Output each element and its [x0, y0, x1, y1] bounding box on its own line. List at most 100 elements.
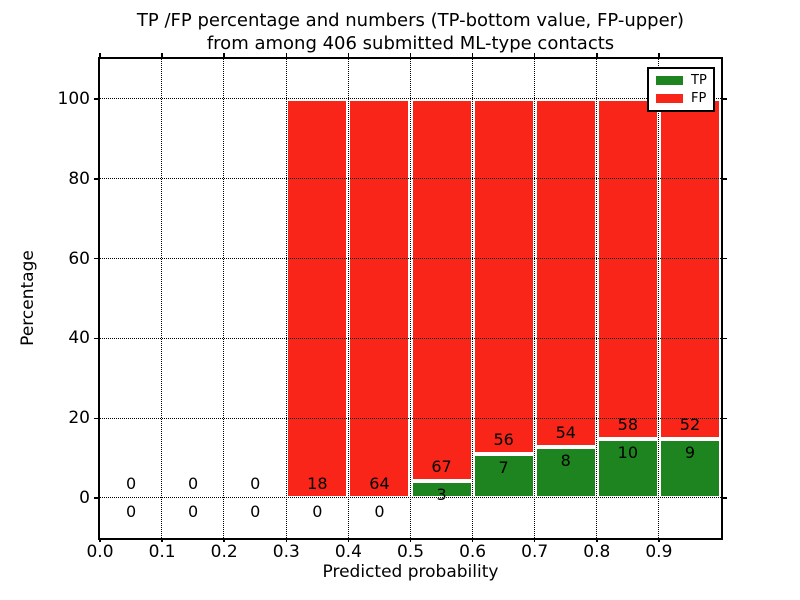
x-tick-mark: [347, 538, 350, 542]
bar-segment-fp: [658, 98, 721, 440]
y-axis-label: Percentage: [18, 250, 38, 346]
gridline-y: [100, 178, 721, 179]
bar-segment-tp: [472, 453, 535, 499]
bar-value-label-fp: 0: [188, 474, 199, 494]
bar-value-label-tp: 7: [498, 457, 509, 477]
bar-segment-tp: [534, 446, 597, 499]
bar-segment-fp: [410, 98, 473, 481]
x-tick-mark: [596, 538, 598, 542]
y-tick-label: 40: [68, 328, 90, 349]
x-tick-mark: [223, 538, 225, 542]
tp-color-swatch: [656, 76, 683, 85]
bar-value-label-fp: 67: [431, 456, 452, 476]
legend-label-tp: TP: [691, 73, 707, 88]
x-tick-label: 0.4: [334, 542, 362, 562]
bar-segment-fp: [472, 98, 535, 454]
x-tick-mark: [471, 538, 474, 542]
x-tick-label: 0.3: [272, 542, 300, 562]
x-tick-mark-top: [347, 53, 350, 57]
x-tick-label: 0.1: [148, 542, 176, 562]
plot-area: TP FP 0.0 0.1 0.2 0.3 0.4 0.5 0.6 0.7 0.8 0.9 0 20 4…: [58, 53, 727, 562]
gridline-x: [658, 59, 660, 538]
x-tick-label: 0.8: [583, 542, 611, 562]
y-tick-label: 100: [57, 88, 90, 109]
bar-segment-fp: [534, 98, 597, 447]
gridline-x: [409, 59, 411, 538]
y-tick-mark: [94, 497, 98, 499]
y-tick-mark: [94, 178, 98, 180]
x-tick-label: 0.6: [459, 542, 487, 562]
x-tick-mark-top: [99, 53, 101, 57]
x-tick-label: 0.9: [645, 542, 673, 562]
gridline-y: [100, 98, 721, 100]
y-tick-mark-right: [723, 417, 727, 419]
bar-value-label-fp: 52: [679, 415, 701, 435]
bar-value-label-fp: 64: [369, 474, 390, 494]
y-tick-label: 60: [68, 248, 90, 269]
x-tick-mark-top: [658, 53, 660, 57]
x-tick-mark: [285, 538, 288, 542]
x-tick-mark: [409, 538, 412, 542]
gridline-x: [596, 59, 598, 538]
bar-value-label-tp: 0: [250, 502, 261, 522]
x-tick-mark-top: [161, 53, 163, 57]
x-tick-label: 0.2: [210, 542, 238, 562]
y-tick-mark-right: [723, 178, 727, 180]
bar-value-label-fp: 0: [250, 474, 261, 494]
legend-item-tp: TP: [656, 73, 707, 88]
legend: TP FP: [647, 67, 715, 112]
y-tick-mark-right: [723, 497, 727, 499]
bar-segment-tp: [596, 439, 659, 499]
bar-value-label-tp: 0: [125, 502, 137, 522]
y-tick-mark-right: [723, 98, 727, 100]
bar-value-label-fp: 54: [555, 422, 576, 442]
chart-title: TP /FP percentage and numbers (TP-bottom…: [98, 9, 723, 55]
bar-segment-tp: [658, 439, 721, 499]
y-tick-mark: [94, 257, 98, 260]
gridline-x: [161, 59, 163, 538]
bar-segment-fp: [348, 98, 411, 499]
x-tick-mark: [99, 538, 101, 542]
x-axis-label: Predicted probability: [322, 562, 499, 582]
bar-value-label-tp: 0: [374, 502, 385, 522]
chart-title-line1: TP /FP percentage and numbers (TP-bottom…: [136, 10, 685, 31]
gridline-y: [100, 257, 721, 259]
x-tick-mark-top: [596, 53, 598, 57]
x-tick-mark-top: [471, 53, 474, 57]
y-tick-label: 0: [79, 488, 90, 509]
x-tick-label: 0.5: [396, 542, 425, 562]
x-tick-label: 0.0: [86, 542, 114, 562]
x-tick-mark-top: [533, 53, 536, 57]
y-tick-mark-right: [723, 257, 727, 260]
bar-value-label-tp: 0: [312, 502, 323, 522]
y-tick-label: 20: [68, 408, 90, 429]
gridline-x: [223, 59, 225, 538]
legend-label-fp: FP: [691, 91, 707, 106]
bar-value-label-fp: 18: [307, 474, 328, 494]
x-tick-mark: [533, 538, 536, 542]
legend-item-fp: FP: [656, 92, 706, 105]
bar-value-label-fp: 56: [493, 429, 514, 449]
gridline-x: [285, 59, 287, 538]
bar-segment-fp: [286, 98, 349, 499]
gridline-y: [100, 337, 721, 339]
x-tick-mark: [658, 538, 660, 542]
bar-value-label-fp: 0: [125, 474, 137, 494]
x-tick-mark-top: [223, 53, 225, 57]
bar-value-label-tp: 3: [436, 484, 447, 504]
bar-value-label-fp: 58: [617, 415, 639, 435]
gridline-y: [100, 417, 721, 419]
y-tick-mark: [94, 337, 98, 340]
y-tick-mark: [94, 417, 98, 419]
x-tick-mark-top: [409, 53, 412, 57]
bar-value-label-tp: 8: [560, 450, 571, 470]
fp-color-swatch: [656, 94, 683, 103]
gridline-y: [100, 497, 721, 499]
chart-title-line2: from among 406 submitted ML-type contact…: [206, 33, 615, 54]
x-tick-mark-top: [285, 53, 288, 57]
y-tick-label: 80: [68, 168, 90, 189]
bar-segment-fp: [596, 98, 659, 440]
bar-segment-tp: [410, 480, 473, 499]
gridline-x: [471, 59, 473, 538]
